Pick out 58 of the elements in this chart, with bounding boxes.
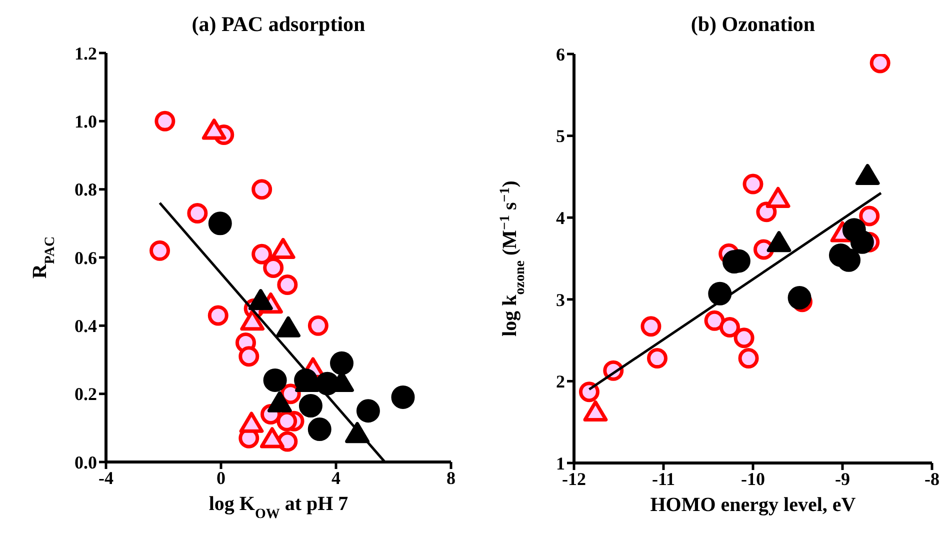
- point: [187, 202, 208, 224]
- point: [276, 410, 298, 432]
- y-tick-label: 1.2: [74, 43, 97, 64]
- y-tick-label: 0.8: [74, 180, 97, 200]
- x-tick-label: -4: [98, 468, 114, 488]
- y-tick-label: 0.0: [74, 452, 97, 472]
- point: [719, 316, 740, 338]
- point: [734, 328, 754, 348]
- point: [154, 110, 176, 132]
- point: [208, 212, 232, 236]
- x-axis-title: HOMO energy level, eV: [650, 494, 856, 516]
- y-tick-label: 2: [556, 372, 565, 392]
- x-tick-label: -9: [835, 468, 850, 489]
- point: [640, 316, 662, 337]
- point: [742, 174, 764, 194]
- chart-title: (a) PAC adsorption: [190, 12, 366, 37]
- x-tick-label: -11: [652, 468, 676, 489]
- point: [646, 348, 668, 369]
- point: [308, 315, 328, 336]
- y-tick-label: 1.0: [74, 112, 97, 132]
- y-tick-label: 0.6: [74, 248, 97, 268]
- point: [850, 230, 874, 254]
- x-tick-label: 8: [446, 468, 456, 488]
- point: [788, 286, 812, 310]
- y-tick-label: 0.2: [74, 384, 97, 404]
- point: [308, 418, 332, 442]
- point: [298, 394, 322, 418]
- x-tick-label: 4: [332, 468, 340, 488]
- point: [708, 282, 732, 306]
- x-tick-label: 0: [216, 468, 226, 488]
- point: [252, 244, 272, 264]
- y-tick-label: 3: [556, 290, 565, 310]
- y-tick-label: 6: [556, 44, 565, 64]
- y-tick-label: 0.4: [74, 316, 97, 336]
- x-tick-label: -12: [562, 468, 586, 489]
- point: [356, 399, 380, 423]
- x-tick-label: -10: [741, 468, 765, 489]
- x-tick-label: -8: [924, 468, 940, 489]
- y-tick-label: 1: [556, 453, 565, 474]
- point: [578, 382, 600, 402]
- point: [263, 257, 284, 278]
- point: [238, 346, 260, 367]
- point: [704, 310, 725, 331]
- point: [391, 385, 415, 409]
- point: [330, 351, 354, 375]
- point: [263, 368, 287, 392]
- x-axis-title: log K$_{OW}$ at pH 7: [208, 493, 348, 522]
- point: [837, 248, 861, 272]
- point: [870, 54, 890, 74]
- y-tick-label: 4: [556, 208, 565, 228]
- point: [277, 274, 298, 296]
- point: [859, 206, 880, 226]
- chart-title: (b) Ozonation: [690, 12, 816, 37]
- point: [738, 348, 759, 369]
- point: [150, 240, 170, 261]
- y-tick-label: 5: [556, 126, 565, 146]
- point: [208, 305, 228, 326]
- point: [252, 179, 272, 200]
